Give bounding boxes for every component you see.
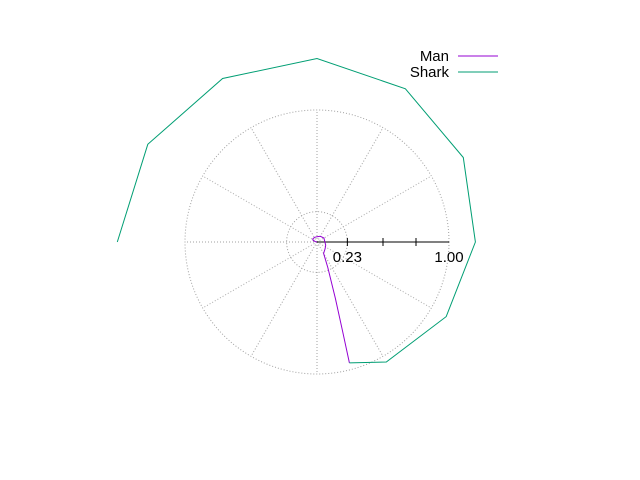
grid-spoke-60 xyxy=(316,127,384,243)
series-line-man xyxy=(312,235,350,364)
series-line-shark xyxy=(116,57,476,364)
grid-spoke-330 xyxy=(316,241,432,309)
radial-axis: 0.23 1.00 xyxy=(317,238,464,266)
legend-label-man: Man xyxy=(420,48,449,65)
grid-spoke-240 xyxy=(250,241,318,357)
legend-label-shark: Shark xyxy=(410,64,450,81)
grid-spoke-30 xyxy=(316,175,432,243)
radial-tick-label-1: 1.00 xyxy=(434,249,463,266)
grid-spoke-120 xyxy=(250,127,318,243)
grid-spoke-150 xyxy=(202,175,318,243)
grid-spoke-300 xyxy=(316,241,384,357)
legend: Man Shark xyxy=(410,48,498,81)
radial-tick-label-0: 0.23 xyxy=(333,249,362,266)
series-lines xyxy=(116,57,476,364)
grid-spoke-210 xyxy=(202,241,318,309)
